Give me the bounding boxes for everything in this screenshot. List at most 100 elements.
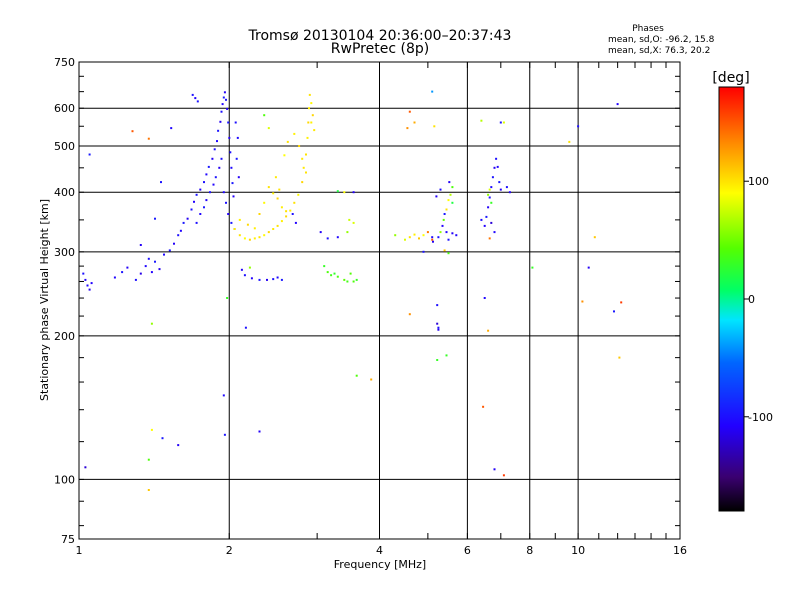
- x-mode-point: [285, 215, 288, 218]
- o-mode-point: [276, 276, 279, 279]
- x-mode-point: [408, 236, 411, 239]
- x-tick-labels: 1 2 4 6 8 10 16: [76, 544, 688, 557]
- o-mode-point: [82, 272, 85, 275]
- o-mode-point: [230, 221, 233, 224]
- colorbar: [718, 86, 745, 512]
- x-tick-label: 2: [226, 544, 233, 557]
- o-mode-point: [177, 444, 180, 447]
- o-mode-point: [205, 173, 208, 176]
- x-mode-point: [276, 224, 279, 227]
- x-mode-point: [150, 322, 153, 325]
- x-mode-point: [346, 280, 349, 283]
- o-mode-point: [126, 266, 129, 269]
- o-mode-point: [226, 107, 229, 110]
- x-mode-point: [333, 272, 336, 275]
- o-mode-point: [209, 191, 211, 194]
- o-mode-point: [139, 244, 142, 246]
- o-mode-point: [220, 110, 223, 113]
- o-mode-point: [422, 250, 425, 253]
- x-mode-point: [343, 191, 346, 194]
- o-mode-point: [88, 288, 91, 291]
- x-mode-point: [447, 199, 450, 202]
- x-mode-point: [442, 218, 445, 221]
- x-mode-point: [272, 192, 275, 195]
- o-mode-point: [147, 257, 150, 260]
- o-mode-point: [113, 276, 116, 279]
- o-mode-point: [508, 191, 511, 194]
- x-mode-point: [336, 190, 339, 193]
- x-tick-label: 10: [571, 544, 585, 557]
- x-mode-point: [276, 197, 279, 200]
- x-mode-point: [301, 157, 304, 160]
- x-mode-point: [445, 354, 448, 357]
- x-mode-point: [355, 374, 358, 377]
- o-mode-point: [193, 200, 195, 203]
- o-mode-point: [222, 96, 225, 99]
- x-mode-point: [413, 233, 416, 236]
- o-mode-point: [280, 278, 283, 281]
- o-mode-point: [223, 91, 226, 94]
- x-mode-point: [293, 132, 296, 135]
- x-mode-point: [267, 231, 270, 234]
- o-mode-point: [616, 103, 619, 106]
- x-mode-point: [267, 186, 270, 189]
- x-mode-point: [238, 218, 241, 221]
- x-mode-point: [488, 188, 491, 191]
- o-mode-point: [236, 136, 239, 139]
- o-mode-point: [195, 221, 198, 224]
- o-mode-point: [499, 121, 502, 124]
- x-mode-point: [323, 265, 326, 268]
- o-mode-point: [223, 433, 226, 436]
- o-mode-point: [495, 157, 498, 160]
- x-mode-point: [258, 236, 261, 239]
- o-mode-point: [84, 278, 87, 281]
- x-mode-point: [404, 238, 406, 241]
- o-mode-point: [250, 277, 253, 280]
- o-mode-point: [230, 166, 233, 169]
- x-mode-point: [293, 201, 296, 204]
- x-mode-point: [349, 272, 352, 275]
- y-tick-label: 100: [54, 473, 75, 486]
- o-mode-point: [294, 221, 297, 224]
- o-mode-point: [168, 249, 171, 252]
- legend-line-x: mean, sd,X: 76.3, 20.2: [608, 46, 710, 56]
- o-mode-point: [490, 186, 493, 189]
- o-mode-point: [326, 237, 329, 240]
- o-mode-point: [493, 166, 496, 169]
- o-mode-point: [154, 217, 156, 220]
- o-mode-point: [455, 234, 458, 237]
- x-tick-label: 4: [376, 544, 383, 557]
- x-mode-point: [226, 297, 229, 299]
- x-mode-point: [280, 206, 283, 209]
- o-mode-point: [90, 282, 93, 285]
- x-mode-point: [487, 193, 490, 196]
- o-mode-point: [203, 181, 205, 184]
- o-mode-point: [150, 271, 153, 274]
- x-mode-point: [426, 231, 429, 234]
- o-mode-point: [154, 260, 156, 263]
- y-tick-labels: 75 100 200 300 400 500 600 750: [54, 56, 75, 546]
- o-mode-point: [436, 322, 439, 325]
- o-mode-point: [88, 153, 91, 156]
- o-mode-point: [352, 191, 355, 194]
- x-mode-point: [263, 234, 266, 237]
- x-mode-point: [406, 127, 409, 130]
- o-mode-point: [499, 188, 502, 191]
- colorbar-tick-label: 100: [748, 175, 769, 188]
- o-mode-point: [480, 218, 483, 221]
- x-mode-point: [313, 129, 316, 132]
- x-mode-point: [447, 252, 450, 255]
- o-mode-point: [216, 140, 218, 143]
- o-mode-point: [258, 430, 261, 433]
- x-tick-label: 1: [76, 544, 83, 557]
- o-mode-point: [194, 97, 197, 100]
- x-mode-point: [263, 201, 266, 204]
- o-mode-point: [437, 326, 440, 329]
- x-mode-point: [258, 213, 261, 215]
- o-mode-point: [199, 213, 202, 215]
- x-mode-point: [502, 121, 505, 124]
- x-mode-point: [263, 114, 266, 117]
- o-mode-point: [196, 100, 199, 103]
- x-tick-label: 6: [464, 544, 471, 557]
- o-mode-point: [491, 176, 494, 179]
